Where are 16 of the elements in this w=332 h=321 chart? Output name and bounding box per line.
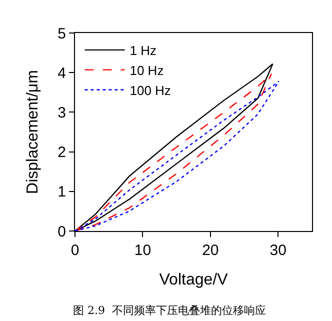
x-tick-label: 30 bbox=[270, 242, 286, 259]
y-tick-label: 1 bbox=[58, 184, 66, 201]
x-tick-label: 0 bbox=[70, 242, 80, 259]
legend-label: 10 Hz bbox=[130, 62, 164, 78]
x-tick-label: 10 bbox=[134, 242, 152, 259]
legend-label: 1 Hz bbox=[130, 43, 156, 58]
y-tick-label: 5 bbox=[58, 25, 66, 42]
caption: 图 2.9 不同频率下压电叠堆的位移响应 bbox=[73, 304, 266, 317]
y-tick-label: 4 bbox=[58, 64, 66, 82]
y-tick-label: 3 bbox=[58, 104, 66, 122]
x-axis-title: Voltage/V bbox=[159, 272, 228, 289]
x-tick-label: 20 bbox=[202, 242, 219, 259]
y-axis-title: Displacement/μm bbox=[24, 70, 42, 194]
y-tick-label: 0 bbox=[58, 223, 66, 240]
y-tick-label: 2 bbox=[58, 144, 66, 162]
legend-label: 100 Hz bbox=[130, 82, 171, 98]
